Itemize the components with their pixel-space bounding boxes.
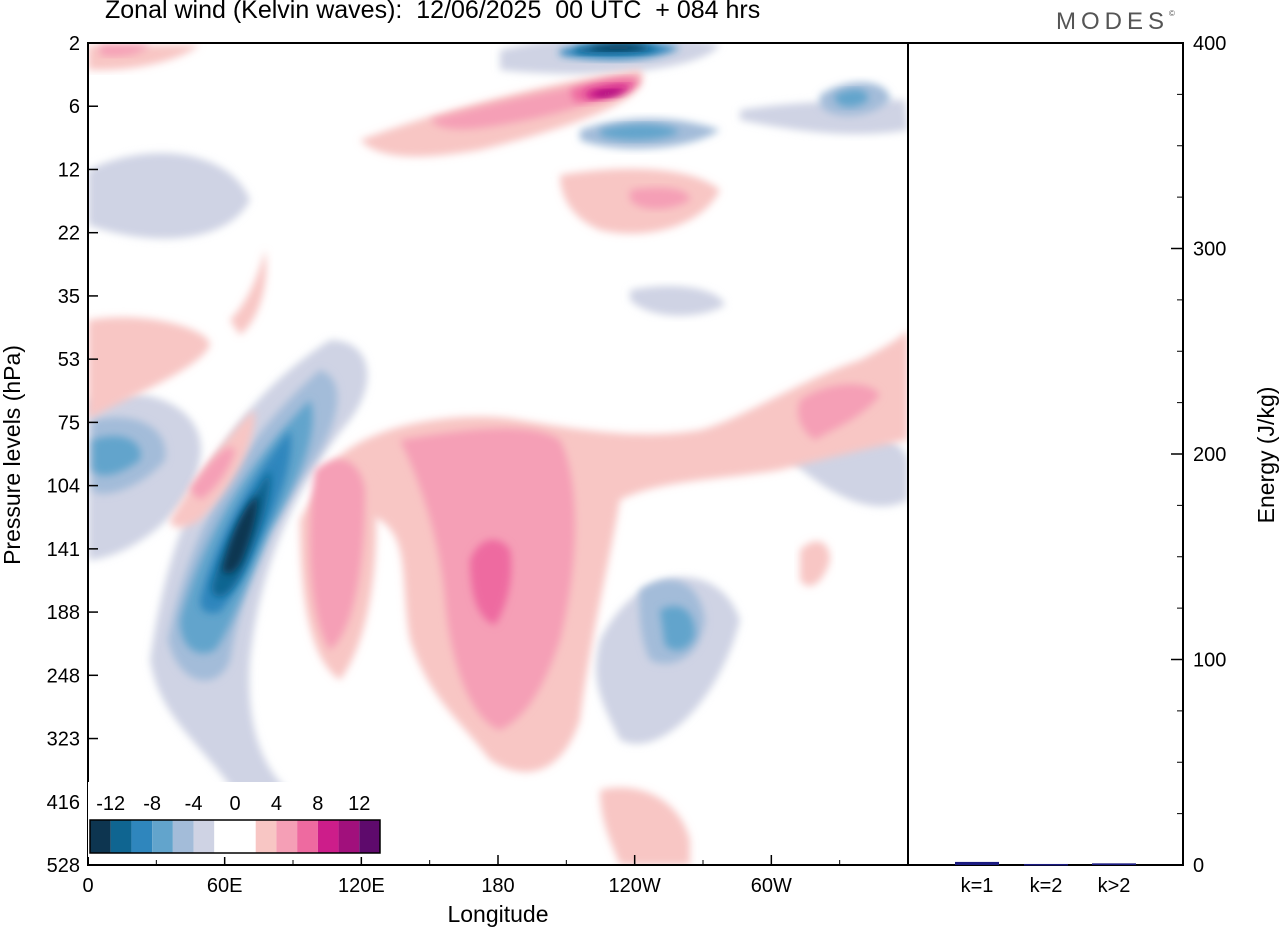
colorbar-swatch	[297, 820, 318, 853]
colorbar-label: 12	[348, 793, 370, 815]
energy-y-tick-label: 200	[1193, 444, 1226, 466]
colorbar-swatch	[110, 820, 132, 853]
contour-neg6-16	[600, 124, 680, 140]
colorbar-swatch	[235, 820, 256, 853]
energy-category-label: k=1	[961, 875, 994, 897]
colorbar-swatch	[359, 820, 380, 853]
energy-bar-k>2	[1092, 863, 1136, 865]
y-tick-label: 35	[58, 286, 80, 308]
y-axis-title: Pressure levels (hPa)	[0, 345, 25, 565]
contour-neg2-2	[88, 153, 250, 239]
energy-bar-chart: 0 100 200 300 400 Energy (J/kg) k=1 k=2 k>2	[955, 33, 1279, 897]
y-tick-label: 104	[47, 476, 80, 498]
contour-pos4-35	[310, 459, 365, 650]
colorbar-label: 0	[229, 793, 240, 815]
y-tick-label: 248	[47, 665, 80, 687]
contour-pos4-40	[100, 45, 150, 57]
y-axis: 2 6 12 22 35 53 75 104 141 188 248 323 416 528 Pressur…	[0, 33, 98, 877]
colorbar: -12 -8 -4 0 4 8 12	[88, 782, 382, 857]
x-tick-label: 120E	[338, 875, 385, 897]
contour-neg6-14	[92, 436, 141, 476]
contour-pos10-44	[595, 89, 625, 97]
x-tick-label: 120W	[609, 875, 661, 897]
energy-y-tick-label: 300	[1193, 239, 1226, 261]
colorbar-label: -8	[143, 793, 161, 815]
contour-neg12-22	[222, 495, 258, 574]
colorbar-swatch	[276, 820, 298, 853]
y-tick-label: 141	[47, 539, 80, 561]
colorbar-swatch	[193, 820, 215, 853]
x-axis-title: Longitude	[447, 901, 548, 927]
energy-y-tick-label: 100	[1193, 650, 1226, 672]
x-tick-label: 60W	[751, 875, 792, 897]
x-tick-label: 60E	[207, 875, 243, 897]
energy-y-tick-label: 0	[1193, 855, 1204, 877]
logo-mark: ©	[1169, 9, 1175, 18]
energy-category-label: k=2	[1030, 875, 1063, 897]
colorbar-label: 8	[312, 793, 323, 815]
colorbar-swatch	[214, 820, 235, 853]
colorbar-swatch	[90, 820, 111, 853]
energy-bar-k=2	[1024, 863, 1068, 866]
contour-neg2-6	[630, 285, 725, 316]
energy-y-tick-label: 400	[1193, 33, 1226, 55]
contour-neg12-23	[590, 44, 648, 51]
y-tick-label: 12	[58, 159, 80, 181]
contour-pos2-31	[800, 541, 830, 587]
chart-title: Zonal wind (Kelvin waves): 12/06/2025 00…	[105, 0, 761, 24]
colorbar-swatch	[131, 820, 153, 853]
contour-neg6-15	[660, 606, 695, 651]
energy-frame	[907, 42, 1184, 866]
colorbar-label: -4	[185, 793, 203, 815]
y-tick-label: 528	[47, 855, 80, 877]
y-tick-label: 75	[58, 412, 80, 434]
x-tick-label: 0	[82, 875, 93, 897]
colorbar-label: -12	[96, 793, 125, 815]
contour-pos2-30	[600, 787, 690, 865]
contour-pos4-39	[630, 187, 690, 209]
colorbar-swatch	[172, 820, 194, 853]
y-tick-label: 6	[69, 96, 80, 118]
contour-pos6-41	[470, 539, 512, 625]
y-tick-label: 22	[58, 223, 80, 245]
colorbar-swatch	[152, 820, 173, 853]
contour-field	[88, 43, 908, 865]
colorbar-swatch	[255, 820, 277, 853]
y-tick-label: 53	[58, 349, 80, 371]
energy-axis-title: Energy (J/kg)	[1253, 387, 1279, 524]
contour-pos4-38	[798, 384, 880, 440]
colorbar-swatch	[317, 820, 339, 853]
contour-neg2-0	[150, 340, 368, 845]
colorbar-swatch	[338, 820, 360, 853]
contour-pos4-36	[190, 447, 235, 500]
contour-pos2-33	[230, 250, 267, 335]
contour-neg6-17	[835, 89, 869, 107]
y-tick-label: 323	[47, 729, 80, 751]
colorbar-frame	[89, 819, 381, 854]
colorbar-label: 4	[271, 793, 282, 815]
logo-text: MODES	[1056, 8, 1170, 35]
energy-category-label: k>2	[1098, 875, 1131, 897]
modes-logo: MODES©	[1056, 8, 1175, 36]
y-tick-label: 416	[47, 792, 80, 814]
energy-bar-k=1	[955, 861, 999, 865]
x-axis: 0 60E 120E 180 120W 60W Longitude	[82, 855, 841, 927]
x-tick-label: 180	[481, 875, 514, 897]
contour-pos2-24	[88, 317, 210, 420]
y-tick-label: 188	[47, 602, 80, 624]
y-tick-label: 2	[69, 33, 80, 55]
